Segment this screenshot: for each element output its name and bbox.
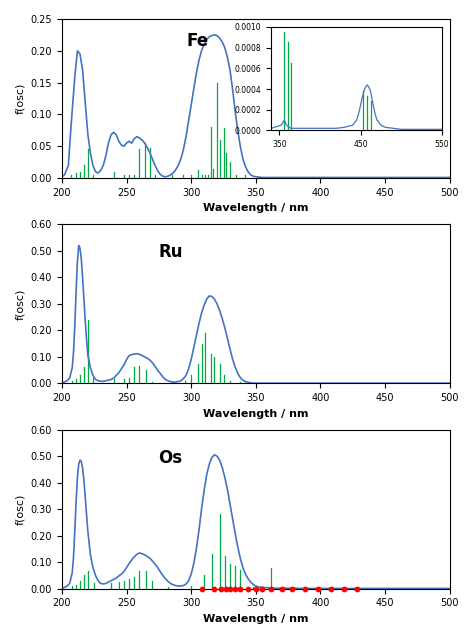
Point: [198, 583, 205, 594]
Point: [237, 583, 244, 594]
Point: [244, 583, 252, 594]
Point: [258, 583, 266, 594]
X-axis label: Wavelength / nm: Wavelength / nm: [203, 203, 309, 213]
Text: Ru: Ru: [158, 243, 183, 261]
Point: [252, 583, 260, 594]
Point: [314, 583, 322, 594]
Y-axis label: f(osc): f(osc): [15, 288, 25, 320]
Point: [226, 583, 234, 594]
Text: Fe: Fe: [187, 32, 209, 50]
Y-axis label: f(osc): f(osc): [15, 493, 25, 525]
X-axis label: Wavelength / nm: Wavelength / nm: [203, 614, 309, 624]
Point: [353, 583, 360, 594]
Point: [222, 583, 230, 594]
Point: [267, 583, 275, 594]
Point: [210, 583, 218, 594]
Point: [278, 583, 285, 594]
Y-axis label: f(osc): f(osc): [15, 83, 25, 114]
X-axis label: Wavelength / nm: Wavelength / nm: [203, 409, 309, 419]
Point: [340, 583, 347, 594]
Text: Os: Os: [158, 449, 182, 466]
Point: [288, 583, 296, 594]
Point: [327, 583, 335, 594]
Point: [301, 583, 309, 594]
Point: [231, 583, 239, 594]
Point: [217, 583, 225, 594]
